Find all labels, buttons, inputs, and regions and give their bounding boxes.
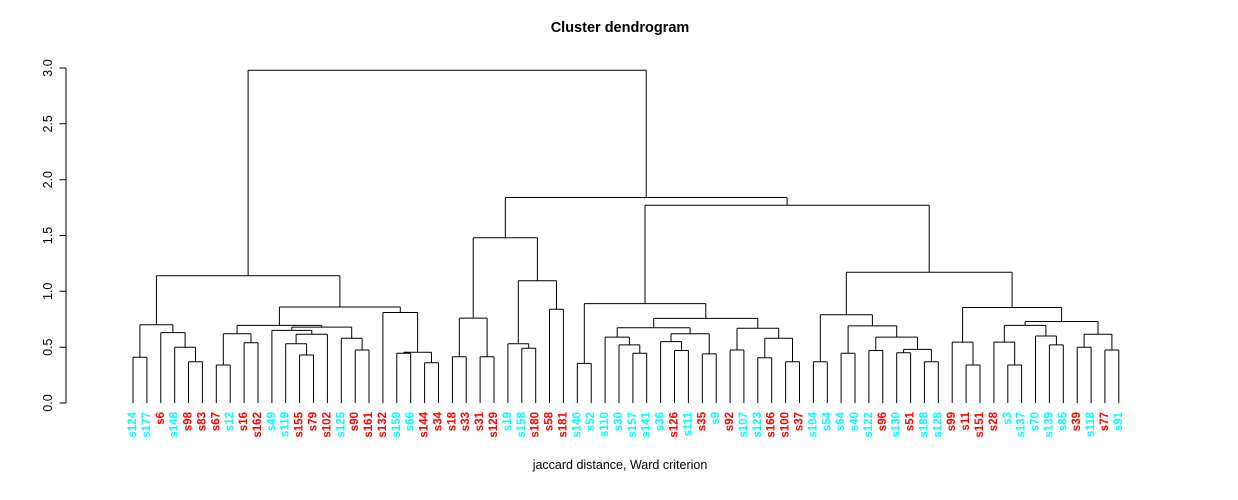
- leaf-label: s30: [613, 412, 625, 431]
- leaf-label: s90: [349, 412, 361, 431]
- leaf-label: s91: [1113, 411, 1125, 431]
- leaf-label: s77: [1099, 412, 1111, 431]
- leaf-label: s11: [960, 411, 972, 430]
- leaf-label: s110: [599, 412, 611, 437]
- leaf-label: s34: [432, 411, 444, 431]
- y-axis: 0.0 0.5 1.0 1.5 2.0 2.5 3.0: [41, 59, 67, 412]
- leaf-label: s129: [488, 412, 500, 438]
- leaf-label: s33: [460, 412, 472, 431]
- leaf-label: s130: [891, 412, 903, 438]
- leaf-label: s141: [641, 411, 653, 437]
- leaf-label: s9: [710, 412, 722, 425]
- leaf-label: s122: [863, 412, 875, 438]
- leaf-label: s151: [974, 411, 986, 437]
- leaf-label: s83: [196, 412, 208, 431]
- leaf-label: s161: [363, 411, 375, 437]
- leaf-label: s181: [557, 411, 569, 437]
- leaf-label: s28: [988, 411, 1000, 431]
- y-axis-line: [59, 67, 67, 404]
- leaf-label: s140: [571, 412, 583, 438]
- leaf-label: s157: [627, 412, 639, 438]
- leaf-label: s85: [1057, 411, 1069, 431]
- leaf-label: s123: [752, 412, 764, 438]
- y-tick-label: 1.0: [41, 283, 55, 300]
- leaf-label: s58: [544, 411, 556, 431]
- leaf-label: s66: [405, 412, 417, 431]
- leaf-label: s132: [377, 412, 389, 438]
- leaf-label: s188: [918, 411, 930, 437]
- leaf-label: s36: [655, 412, 667, 431]
- leaf-label: s96: [877, 412, 889, 431]
- dendrogram-path: [132, 69, 1120, 403]
- leaf-label: s128: [932, 411, 944, 437]
- leaf-label: s3: [1002, 412, 1014, 425]
- leaf-label: s19: [502, 412, 514, 431]
- leaf-label: s111: [682, 411, 694, 436]
- leaf-label: s54: [821, 411, 833, 431]
- leaf-label: s64: [835, 411, 847, 431]
- leaf-label: s155: [294, 411, 306, 437]
- leaf-label: s166: [766, 412, 778, 438]
- leaf-label: s104: [807, 411, 819, 437]
- leaf-label: s35: [696, 411, 708, 431]
- leaf-label: s6: [155, 412, 167, 425]
- x-axis-caption: jaccard distance, Ward criterion: [532, 458, 708, 472]
- chart-title: Cluster dendrogram: [551, 20, 690, 36]
- leaf-label: s144: [419, 411, 431, 437]
- leaf-label: s107: [738, 412, 750, 438]
- leaf-label: s100: [780, 412, 792, 438]
- leaf-label: s99: [946, 412, 958, 431]
- y-tick-label: 3.0: [41, 59, 55, 76]
- leaf-label: s180: [530, 412, 542, 438]
- leaf-label: s52: [585, 412, 597, 431]
- y-tick-label: 0.0: [41, 394, 55, 411]
- y-tick-label: 1.5: [41, 227, 55, 244]
- leaf-label: s31: [474, 411, 486, 431]
- leaf-label: s177: [141, 412, 153, 438]
- dendrogram-lines: [132, 69, 1120, 403]
- y-tick-label: 2.5: [41, 115, 55, 132]
- leaf-labels: s124 s177 s6 s148 s98 s83 s67 s12 s16 s162 s49 s119…: [127, 411, 1125, 437]
- leaf-label: s67: [210, 412, 222, 431]
- leaf-label: s124: [127, 411, 139, 437]
- leaf-label: s70: [1030, 412, 1042, 431]
- leaf-label: s102: [321, 412, 333, 438]
- leaf-label: s12: [224, 412, 236, 431]
- leaf-label: s159: [391, 412, 403, 438]
- leaf-label: s79: [308, 412, 320, 431]
- leaf-label: s125: [335, 411, 347, 437]
- leaf-label: s92: [724, 412, 736, 431]
- leaf-label: s51: [905, 411, 917, 431]
- leaf-label: s126: [669, 412, 681, 438]
- leaf-label: s139: [1043, 412, 1055, 438]
- leaf-label: s137: [1016, 412, 1028, 438]
- leaf-label: s39: [1071, 412, 1083, 431]
- leaf-label: s18: [446, 411, 458, 431]
- leaf-label: s162: [252, 412, 264, 438]
- leaf-label: s37: [793, 412, 805, 431]
- leaf-label: s98: [183, 411, 195, 431]
- leaf-label: s158: [516, 411, 528, 437]
- y-tick-label: 2.0: [41, 171, 55, 188]
- leaf-label: s148: [169, 411, 181, 437]
- leaf-label: s49: [266, 412, 278, 431]
- leaf-label: s40: [849, 412, 861, 431]
- leaf-label: s119: [280, 412, 292, 437]
- leaf-label: s16: [238, 412, 250, 431]
- leaf-label: s118: [1085, 411, 1097, 437]
- y-tick-label: 0.5: [41, 338, 55, 355]
